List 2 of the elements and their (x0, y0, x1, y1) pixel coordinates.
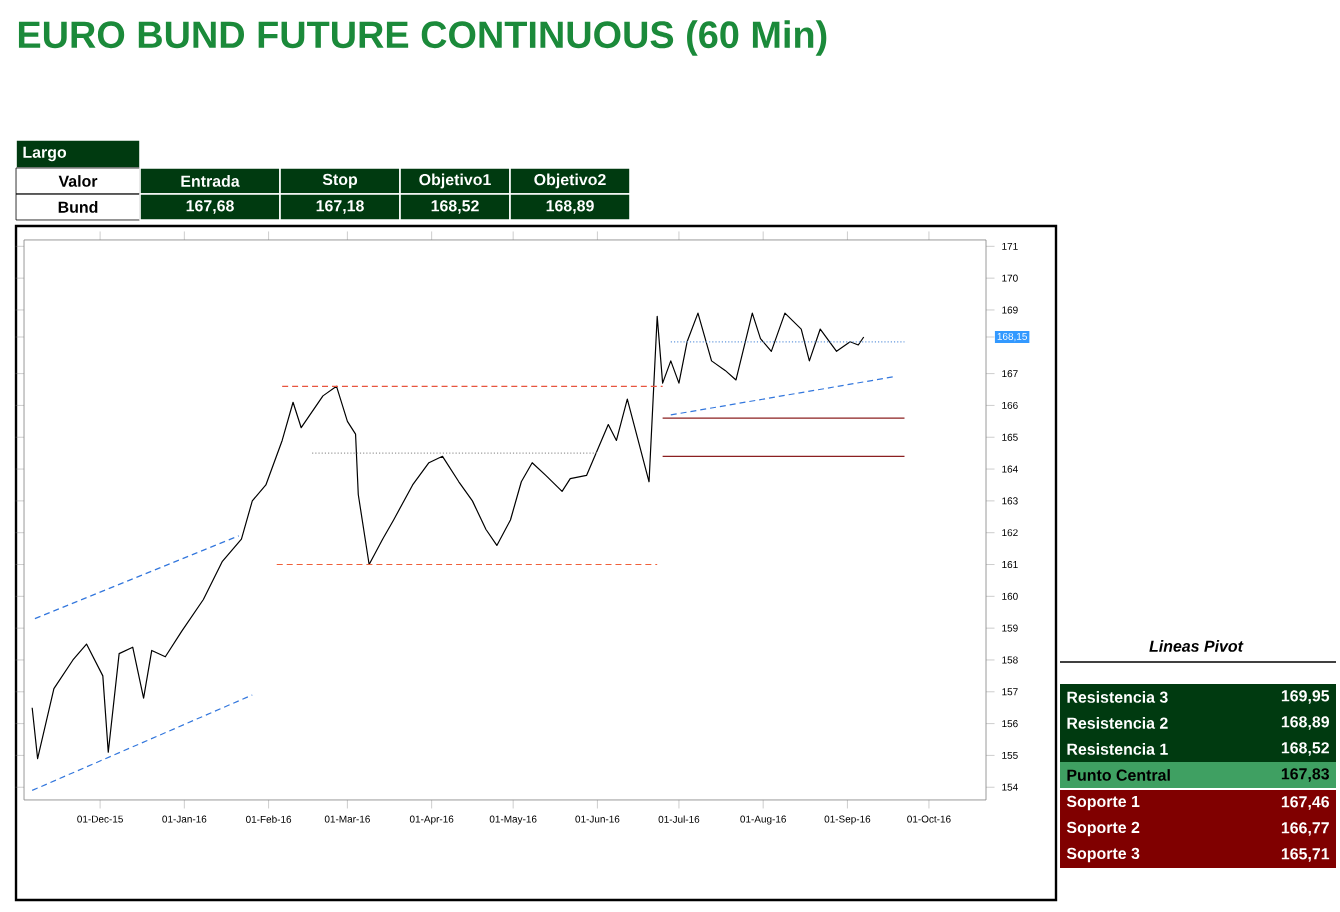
chart-title: EURO BUND FUTURE CONTINUOUS (60 Min) (18, 20, 827, 56)
line-series (31, 312, 865, 760)
